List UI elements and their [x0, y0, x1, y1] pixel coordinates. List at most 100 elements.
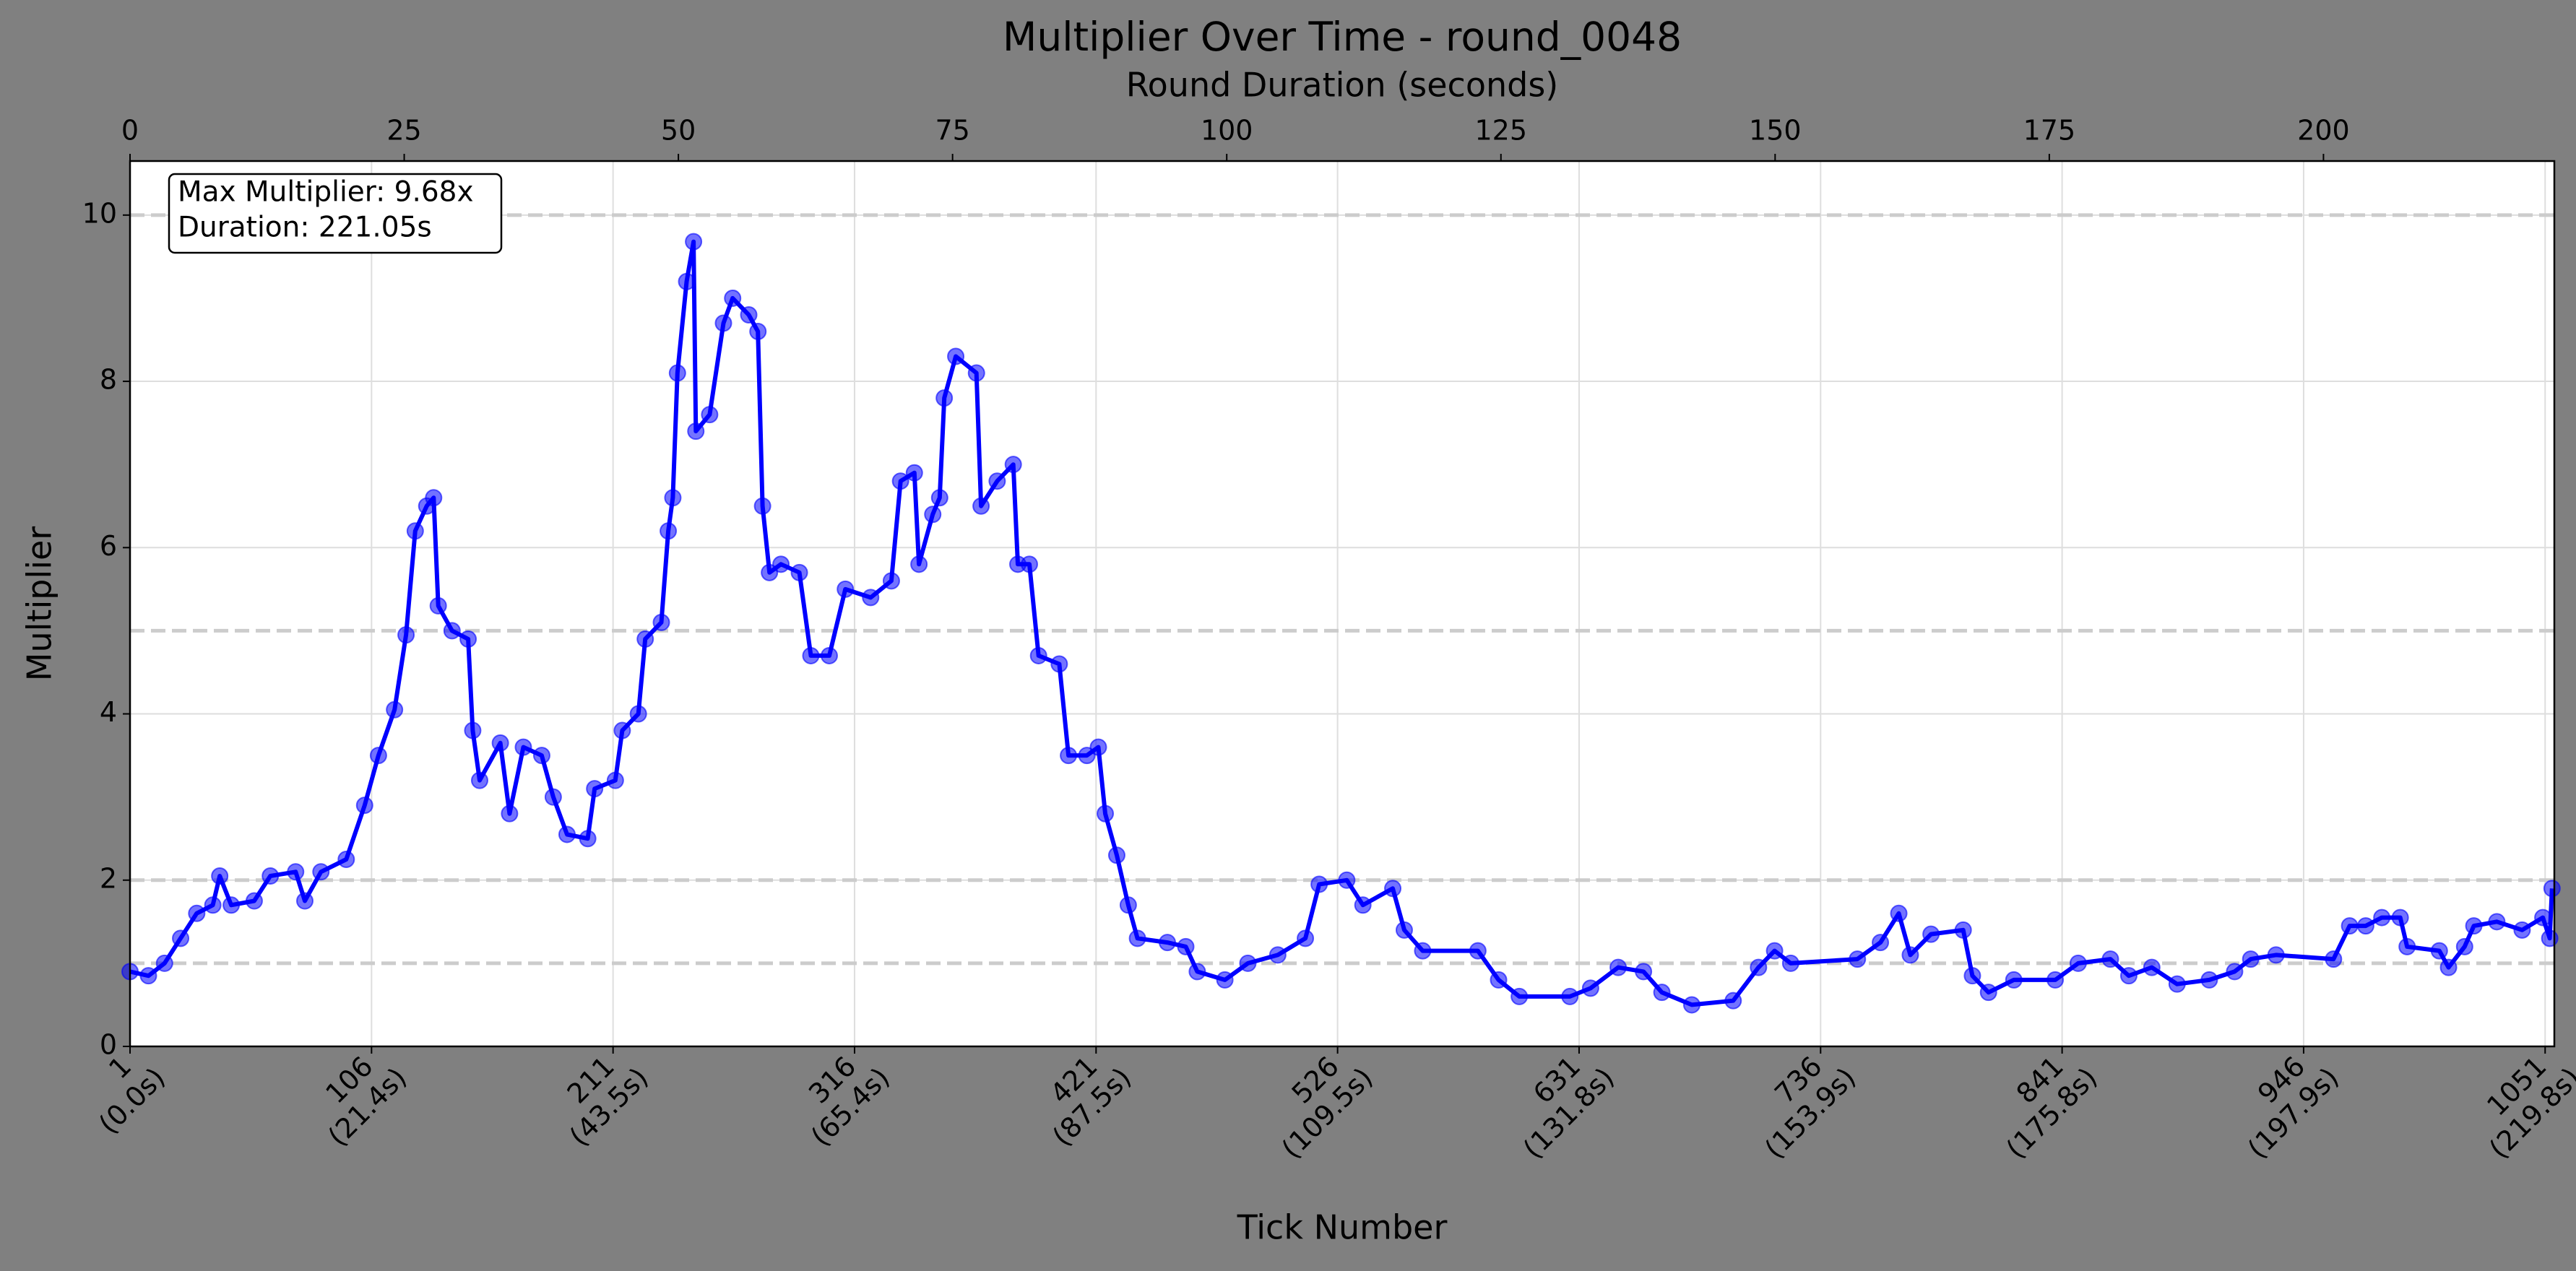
data-point [337, 850, 355, 868]
data-point [2200, 971, 2218, 989]
data-point [2465, 917, 2483, 935]
data-point [636, 630, 654, 648]
data-point [1004, 456, 1022, 474]
data-point [935, 389, 954, 407]
data-point [470, 771, 488, 789]
data-point [687, 422, 705, 441]
data-point [558, 825, 576, 843]
data-point [287, 863, 305, 881]
data-point [2373, 908, 2391, 927]
data-point [2439, 958, 2458, 976]
data-point [2242, 950, 2260, 968]
data-point [1849, 950, 1867, 968]
data-point [1239, 954, 1257, 972]
data-point [1581, 979, 1599, 997]
annotation: Max Multiplier: 9.68x [178, 176, 474, 209]
data-point [891, 472, 909, 490]
data-point [1653, 984, 1671, 1002]
data-point [2226, 963, 2244, 981]
data-point [1395, 921, 1413, 939]
chart-title: Multiplier Over Time - round_0048 [1003, 14, 1682, 60]
data-point [514, 738, 532, 756]
data-point [2069, 954, 2087, 972]
data-point [443, 622, 461, 640]
data-point [1490, 971, 1508, 989]
data-point [802, 646, 820, 664]
data-point [1029, 646, 1047, 664]
data-point [429, 597, 447, 615]
data-point [820, 646, 838, 664]
data-point [2391, 908, 2409, 927]
data-point [664, 489, 682, 507]
data-point [295, 892, 314, 910]
data-point [2513, 921, 2531, 939]
data-point [1097, 804, 1115, 823]
data-point [837, 580, 855, 598]
data-point [262, 867, 280, 885]
x2-tick-label: 25 [386, 115, 421, 147]
x-axis-label: Tick Number [1237, 1208, 1448, 1247]
x2-tick-label: 100 [1201, 115, 1253, 147]
data-point [629, 705, 647, 723]
data-point [749, 322, 767, 340]
data-point [211, 867, 229, 885]
x2-tick-label: 75 [935, 115, 969, 147]
data-point [155, 954, 173, 972]
y-axis-label: Multiplier [20, 526, 59, 682]
data-point [2543, 880, 2561, 898]
y-tick-label: 8 [100, 364, 117, 396]
data-point [1128, 929, 1146, 947]
plot-area [130, 161, 2554, 1046]
data-point [1979, 984, 1997, 1002]
data-point [386, 700, 404, 719]
data-point [2356, 917, 2374, 935]
data-point [1089, 738, 1107, 756]
data-point [491, 734, 509, 752]
data-point [464, 721, 482, 739]
data-point [397, 626, 415, 644]
y-tick-label: 6 [100, 530, 117, 562]
data-point [1297, 929, 1315, 947]
data-point [1682, 996, 1700, 1014]
data-point [660, 522, 678, 540]
data-point [2046, 971, 2065, 989]
data-point [740, 305, 758, 324]
data-point [924, 506, 942, 524]
data-point [1119, 896, 1137, 914]
data-point [1188, 963, 1206, 981]
data-point [459, 630, 477, 648]
data-point [1268, 946, 1287, 964]
data-point [1060, 747, 1078, 765]
data-point [1765, 942, 1784, 960]
data-point [882, 572, 900, 590]
data-point [425, 489, 443, 507]
data-point [1635, 963, 1653, 981]
data-point [2455, 937, 2473, 955]
data-point [761, 563, 779, 581]
data-point [2488, 913, 2506, 931]
data-point [2168, 975, 2186, 993]
data-point [1561, 987, 1579, 1005]
x2-tick-label: 125 [1474, 115, 1527, 147]
data-point [685, 233, 703, 251]
series [121, 233, 2561, 1014]
data-point [1177, 937, 1195, 955]
data-point [910, 555, 928, 573]
x2-tick-label: 150 [1749, 115, 1802, 147]
data-point [1963, 967, 1981, 985]
y-tick-label: 10 [82, 197, 117, 229]
data-point [668, 364, 686, 382]
x2-tick-label: 0 [121, 115, 139, 147]
data-point [532, 747, 550, 765]
data-point [1414, 942, 1432, 960]
data-point [714, 314, 732, 332]
data-point [1954, 921, 1972, 939]
data-point [1050, 655, 1068, 673]
x2-tick-label: 50 [661, 115, 696, 147]
data-point [1020, 555, 1038, 573]
data-point [947, 347, 965, 365]
data-point [1872, 934, 1890, 952]
data-point [967, 364, 985, 382]
data-point [2341, 917, 2359, 935]
data-point [204, 896, 222, 914]
